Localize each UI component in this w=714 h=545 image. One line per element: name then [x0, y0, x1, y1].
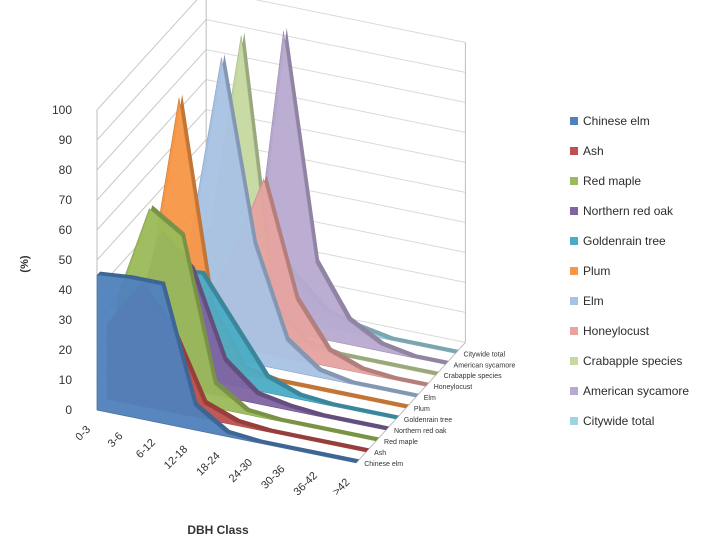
legend-label: Chinese elm	[583, 114, 650, 128]
depth-tick-label: Plum	[414, 406, 430, 413]
depth-tick-label: Red maple	[384, 439, 418, 446]
legend-swatch	[570, 147, 578, 155]
legend-item: Citywide total	[570, 412, 654, 430]
y-tick-label: 20	[59, 343, 73, 357]
depth-tick-label: Crabapple species	[444, 373, 502, 380]
legend-label: Red maple	[583, 174, 641, 188]
legend-label: Crabapple species	[583, 354, 682, 368]
legend-item: Crabapple species	[570, 352, 682, 370]
depth-tick-label: Honeylocust	[434, 384, 473, 391]
x-tick-label: 3-6	[106, 430, 126, 450]
legend-item: Chinese elm	[570, 112, 650, 130]
depth-tick-label: Citywide total	[463, 351, 505, 358]
legend-label: Goldenrain tree	[583, 234, 666, 248]
y-tick-label: 90	[59, 133, 73, 147]
legend-item: American sycamore	[570, 382, 689, 400]
legend-item: Elm	[570, 292, 604, 310]
legend-label: American sycamore	[583, 384, 689, 398]
x-tick-label: 18-24	[194, 450, 222, 478]
y-tick-label: 70	[59, 193, 73, 207]
x-tick-label: 6-12	[134, 437, 158, 461]
x-tick-label: 36-42	[292, 470, 320, 498]
depth-tick-label: Goldenrain tree	[404, 417, 452, 424]
depth-tick-label: Elm	[424, 395, 436, 402]
legend-swatch	[570, 357, 578, 365]
depth-tick-label: Chinese elm	[364, 461, 403, 468]
depth-tick-label: American sycamore	[454, 362, 516, 369]
depth-tick-label: Ash	[374, 450, 386, 457]
legend-label: Honeylocust	[583, 324, 649, 338]
y-tick-label: 0	[65, 403, 72, 417]
y-tick-label: 10	[59, 373, 73, 387]
legend-label: Ash	[583, 144, 604, 158]
legend-item: Northern red oak	[570, 202, 673, 220]
y-tick-label: 30	[59, 313, 73, 327]
x-tick-label: 0-3	[73, 424, 93, 444]
legend-swatch	[570, 267, 578, 275]
y-tick-label: 40	[59, 283, 73, 297]
legend-label: Elm	[583, 294, 604, 308]
x-tick-label: 30-36	[259, 463, 287, 491]
legend-swatch	[570, 207, 578, 215]
y-tick-label: 50	[59, 253, 73, 267]
y-tick-label: 80	[59, 163, 73, 177]
legend-swatch	[570, 237, 578, 245]
legend-swatch	[570, 417, 578, 425]
chart-series	[97, 28, 459, 463]
x-tick-label: 12-18	[162, 443, 190, 471]
y-tick-label: 100	[52, 103, 72, 117]
legend-item: Goldenrain tree	[570, 232, 666, 250]
legend-label: Northern red oak	[583, 204, 673, 218]
legend-swatch	[570, 327, 578, 335]
legend-swatch	[570, 297, 578, 305]
legend-label: Plum	[583, 264, 610, 278]
x-tick-label: 24-30	[227, 457, 255, 485]
x-tick-label: >42	[331, 476, 353, 498]
legend-swatch	[570, 177, 578, 185]
y-tick-label: 60	[59, 223, 73, 237]
legend-label: Citywide total	[583, 414, 654, 428]
legend-item: Ash	[570, 142, 604, 160]
legend-item: Plum	[570, 262, 610, 280]
legend-swatch	[570, 117, 578, 125]
x-axis-label: DBH Class	[187, 523, 249, 537]
y-axis-label: (%)	[19, 255, 31, 272]
legend-item: Honeylocust	[570, 322, 649, 340]
legend-item: Red maple	[570, 172, 641, 190]
legend-swatch	[570, 387, 578, 395]
depth-tick-label: Northern red oak	[394, 428, 447, 435]
